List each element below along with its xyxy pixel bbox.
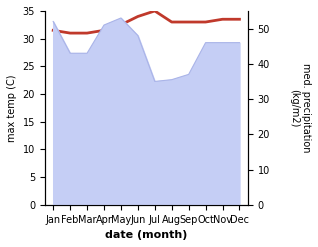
Y-axis label: max temp (C): max temp (C) bbox=[7, 74, 17, 142]
Y-axis label: med. precipitation
(kg/m2): med. precipitation (kg/m2) bbox=[289, 63, 311, 153]
X-axis label: date (month): date (month) bbox=[105, 230, 188, 240]
